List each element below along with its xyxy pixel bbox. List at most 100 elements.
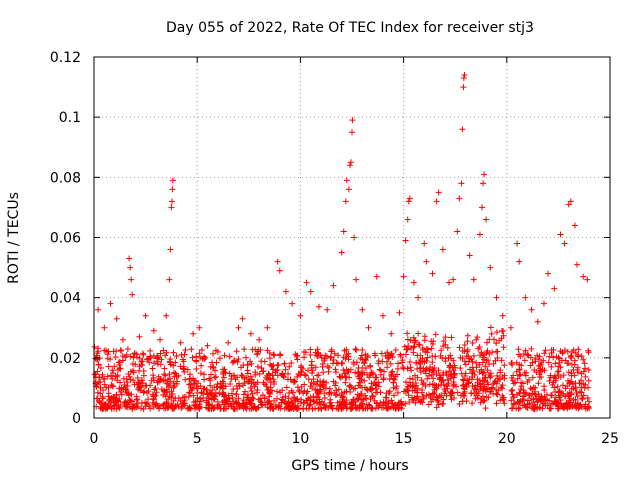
data-point	[463, 398, 470, 405]
data-point	[516, 404, 523, 411]
data-point	[571, 222, 578, 229]
data-point	[321, 390, 328, 397]
data-point	[143, 356, 150, 363]
data-point	[581, 365, 588, 372]
data-point	[536, 374, 543, 381]
data-point	[274, 258, 281, 265]
data-point	[435, 398, 442, 405]
data-point	[280, 372, 287, 379]
data-point	[388, 350, 395, 357]
data-point	[510, 401, 517, 408]
data-point	[415, 294, 422, 301]
data-point	[258, 358, 265, 365]
data-point	[112, 354, 119, 361]
data-point	[97, 390, 104, 397]
data-point	[388, 330, 395, 337]
data-point	[419, 355, 426, 362]
data-point	[483, 349, 490, 356]
data-point	[301, 354, 308, 361]
data-point	[473, 336, 480, 343]
data-point	[516, 367, 523, 374]
data-point	[330, 282, 337, 289]
data-point	[162, 377, 169, 384]
data-point	[554, 405, 561, 412]
y-axis-title: ROTI / TECUs	[6, 192, 22, 284]
data-point	[214, 348, 221, 355]
data-point	[192, 378, 199, 385]
data-point	[166, 375, 173, 382]
data-point	[360, 405, 367, 412]
data-point	[409, 394, 416, 401]
data-point	[130, 354, 137, 361]
data-point	[419, 345, 426, 352]
data-point	[129, 405, 136, 412]
data-point	[557, 231, 564, 238]
data-point	[225, 339, 232, 346]
data-point	[378, 350, 385, 357]
data-point	[113, 391, 120, 398]
data-point	[580, 392, 587, 399]
data-point	[393, 383, 400, 390]
data-point	[457, 365, 464, 372]
data-point	[117, 347, 124, 354]
data-point	[252, 381, 259, 388]
data-point	[535, 380, 542, 387]
data-point	[355, 370, 362, 377]
data-point	[350, 402, 357, 409]
data-point	[418, 389, 425, 396]
data-point	[555, 363, 562, 370]
data-point	[338, 392, 345, 399]
data-point	[541, 387, 548, 394]
data-point	[127, 264, 134, 271]
data-point	[527, 354, 534, 361]
data-point	[550, 379, 557, 386]
data-point	[324, 306, 331, 313]
data-point	[562, 393, 569, 400]
data-point	[233, 348, 240, 355]
data-point	[233, 400, 240, 407]
data-point	[406, 195, 413, 202]
data-point	[167, 246, 174, 253]
data-point	[225, 392, 232, 399]
data-point	[226, 353, 233, 360]
data-point	[349, 117, 356, 124]
data-point	[530, 405, 537, 412]
data-point	[469, 400, 476, 407]
data-point	[288, 360, 295, 367]
data-point	[114, 372, 121, 379]
data-point	[163, 349, 170, 356]
data-point	[398, 398, 405, 405]
data-point	[285, 395, 292, 402]
data-point	[334, 360, 341, 367]
data-point	[166, 276, 173, 283]
data-point	[167, 382, 174, 389]
data-point	[190, 392, 197, 399]
data-point	[170, 397, 177, 404]
data-point	[298, 383, 305, 390]
data-point	[288, 399, 295, 406]
data-point	[540, 300, 547, 307]
data-point	[276, 352, 283, 359]
data-point	[527, 362, 534, 369]
data-point	[357, 390, 364, 397]
data-point	[514, 375, 521, 382]
data-point	[494, 391, 501, 398]
data-point	[340, 228, 347, 235]
data-point	[130, 377, 137, 384]
data-point	[119, 336, 126, 343]
data-point	[375, 379, 382, 386]
data-point	[572, 396, 579, 403]
data-point	[567, 353, 574, 360]
data-point	[346, 162, 353, 169]
data-point	[399, 359, 406, 366]
data-point	[322, 385, 329, 392]
data-point	[212, 373, 219, 380]
data-point	[439, 400, 446, 407]
data-point	[336, 373, 343, 380]
data-point	[248, 388, 255, 395]
data-point	[231, 358, 238, 365]
data-point	[415, 341, 422, 348]
data-point	[134, 374, 141, 381]
data-point	[499, 312, 506, 319]
data-point	[395, 405, 402, 412]
